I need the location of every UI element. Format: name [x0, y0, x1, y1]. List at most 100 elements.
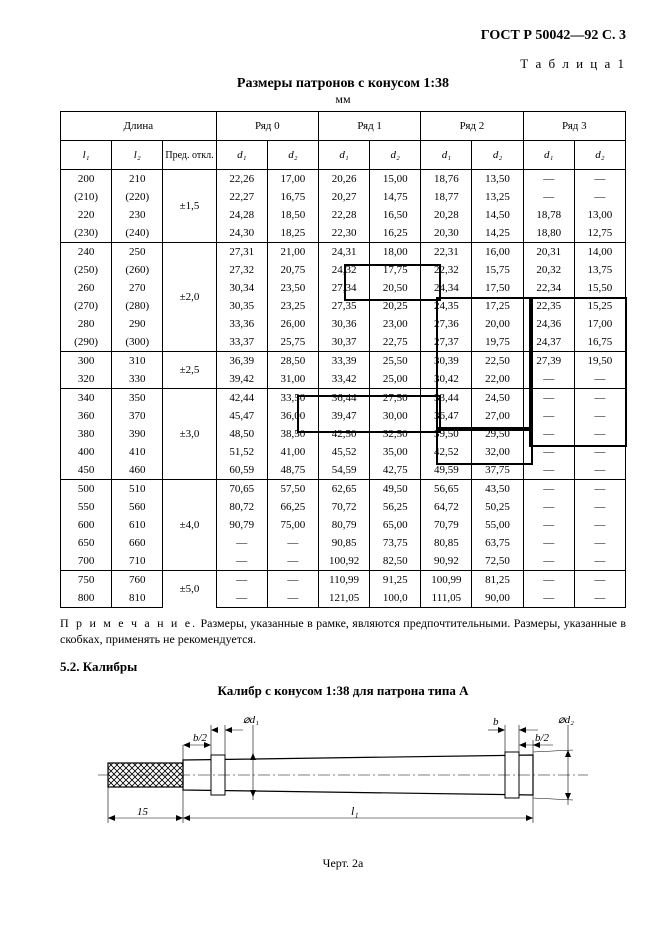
cell: 55,00 — [472, 516, 523, 534]
cell: 42,50 — [318, 425, 369, 443]
table-row: 26027030,3423,5027,3420,5024,3417,5022,3… — [61, 279, 626, 297]
cell: 33,42 — [318, 370, 369, 389]
table-row: (250)(260)27,3220,7524,3217,7522,3215,75… — [61, 261, 626, 279]
cell: 54,59 — [318, 461, 369, 480]
cell: 30,00 — [370, 407, 421, 425]
cell: 66,25 — [267, 498, 318, 516]
cell: 400 — [61, 443, 112, 461]
cell: 91,25 — [370, 571, 421, 590]
cell: 450 — [61, 461, 112, 480]
cell: 320 — [61, 370, 112, 389]
cell: 30,35 — [216, 297, 267, 315]
cell: 20,25 — [370, 297, 421, 315]
cell: 24,34 — [421, 279, 472, 297]
cell: 280 — [61, 315, 112, 333]
col-r0-d1: d₁ — [216, 141, 267, 170]
col-length: Длина — [61, 112, 217, 141]
cell: 82,50 — [370, 552, 421, 571]
cell: — — [523, 170, 574, 189]
cell: 100,0 — [370, 589, 421, 608]
table-title: Размеры патронов с конусом 1:38 — [60, 76, 626, 92]
cell-tolerance: ±3,0 — [163, 389, 216, 480]
cell: 36,00 — [267, 407, 318, 425]
cell: — — [523, 534, 574, 552]
cell: 300 — [61, 352, 112, 371]
cell: — — [523, 589, 574, 608]
table-row: 200210±1,522,2617,0020,2615,0018,7613,50… — [61, 170, 626, 189]
cell: 16,00 — [472, 243, 523, 262]
cell: — — [523, 443, 574, 461]
cell: (270) — [61, 297, 112, 315]
cell: 60,59 — [216, 461, 267, 480]
cell: 22,31 — [421, 243, 472, 262]
cell: 250 — [112, 243, 163, 262]
cell: (260) — [112, 261, 163, 279]
cell: 30,37 — [318, 333, 369, 352]
cell: — — [267, 571, 318, 590]
cell: 610 — [112, 516, 163, 534]
cell: 20,26 — [318, 170, 369, 189]
cell: 18,25 — [267, 224, 318, 243]
cell: 64,72 — [421, 498, 472, 516]
cell: 22,35 — [523, 297, 574, 315]
cell: 57,50 — [267, 480, 318, 499]
cell: 22,50 — [472, 352, 523, 371]
cell: 800 — [61, 589, 112, 608]
col-row2: Ряд 2 — [421, 112, 523, 141]
cell: 16,50 — [370, 206, 421, 224]
cell-tolerance: ±4,0 — [163, 480, 216, 571]
cell: 42,75 — [370, 461, 421, 480]
cell: 24,37 — [523, 333, 574, 352]
cell: 111,05 — [421, 589, 472, 608]
dimensions-table: Длина Ряд 0 Ряд 1 Ряд 2 Ряд 3 l₁ l₂ Пред… — [60, 111, 626, 608]
cell: 29,50 — [472, 425, 523, 443]
col-r3-d2: d₂ — [574, 141, 625, 170]
table-row: (210)(220)22,2716,7520,2714,7518,7713,25… — [61, 188, 626, 206]
cell: 22,30 — [318, 224, 369, 243]
cell: 510 — [112, 480, 163, 499]
cell: 14,25 — [472, 224, 523, 243]
cell: — — [216, 589, 267, 608]
cell: — — [216, 571, 267, 590]
section-heading: 5.2. Калибры — [60, 659, 626, 675]
table-row: 300310±2,536,3928,5033,3925,5030,3922,50… — [61, 352, 626, 371]
cell: 24,30 — [216, 224, 267, 243]
cell: 18,80 — [523, 224, 574, 243]
cell: 15,25 — [574, 297, 625, 315]
cell: — — [523, 498, 574, 516]
cell: 330 — [112, 370, 163, 389]
cell: 39,47 — [318, 407, 369, 425]
cell: 121,05 — [318, 589, 369, 608]
label-15: 15 — [137, 806, 149, 818]
cell: — — [523, 552, 574, 571]
cell: 17,75 — [370, 261, 421, 279]
cell: 230 — [112, 206, 163, 224]
cell: 650 — [61, 534, 112, 552]
cell: 75,00 — [267, 516, 318, 534]
cell: 56,25 — [370, 498, 421, 516]
cell: 30,36 — [318, 315, 369, 333]
cell: (220) — [112, 188, 163, 206]
table-row: 40041051,5241,0045,5235,0042,5232,00—— — [61, 443, 626, 461]
cell: 13,75 — [574, 261, 625, 279]
cell: 750 — [61, 571, 112, 590]
table-row: 340350±3,042,4433,5036,4427,5033,4424,50… — [61, 389, 626, 408]
cell: 33,39 — [318, 352, 369, 371]
cell: 12,75 — [574, 224, 625, 243]
cell: (290) — [61, 333, 112, 352]
cell: (280) — [112, 297, 163, 315]
col-row0: Ряд 0 — [216, 112, 318, 141]
cell: 23,50 — [267, 279, 318, 297]
cell: 24,36 — [523, 315, 574, 333]
cell: 36,47 — [421, 407, 472, 425]
cell: 19,50 — [574, 352, 625, 371]
cell: 14,50 — [472, 206, 523, 224]
cell: 340 — [61, 389, 112, 408]
col-tol: Пред. откл. — [163, 141, 216, 170]
cell: 13,25 — [472, 188, 523, 206]
cell: 45,47 — [216, 407, 267, 425]
cell: 48,75 — [267, 461, 318, 480]
cell: 80,72 — [216, 498, 267, 516]
cell: 16,75 — [574, 333, 625, 352]
cell: 28,50 — [267, 352, 318, 371]
